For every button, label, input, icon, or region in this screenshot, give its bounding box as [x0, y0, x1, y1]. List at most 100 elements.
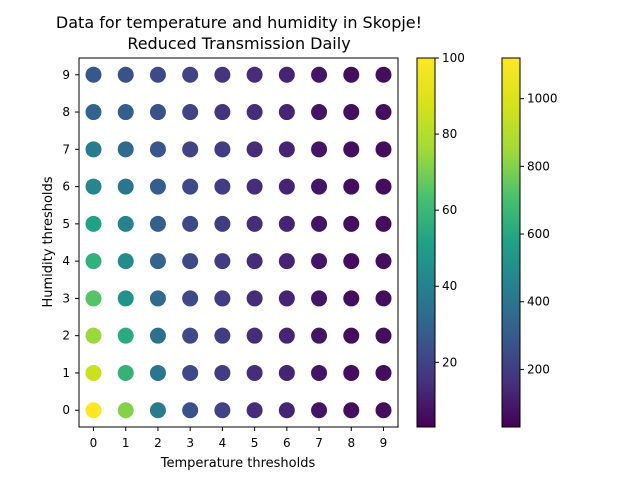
- colorbar-1-tick-label-1: 40: [442, 279, 457, 293]
- y-tick-label-1: 1: [62, 366, 70, 380]
- scatter-point-x2-y8: [149, 104, 166, 121]
- scatter-point-x8-y9: [343, 66, 360, 83]
- scatter-point-x8-y1: [343, 364, 360, 381]
- scatter-point-x5-y4: [246, 253, 263, 270]
- scatter-point-x7-y5: [311, 215, 328, 232]
- scatter-point-x6-y1: [278, 364, 295, 381]
- scatter-point-x4-y2: [214, 327, 231, 344]
- scatter-point-x6-y7: [278, 141, 295, 158]
- scatter-point-x7-y8: [311, 104, 328, 121]
- scatter-point-x9-y1: [375, 364, 392, 381]
- chart-title-line1: Data for temperature and humidity in Sko…: [56, 13, 422, 32]
- scatter-point-x4-y7: [214, 141, 231, 158]
- scatter-point-x3-y5: [182, 215, 199, 232]
- scatter-point-x6-y4: [278, 253, 295, 270]
- scatter-point-x8-y3: [343, 290, 360, 307]
- scatter-point-x9-y9: [375, 66, 392, 83]
- scatter-point-x6-y2: [278, 327, 295, 344]
- scatter-point-x0-y1: [85, 364, 102, 381]
- scatter-point-x7-y4: [311, 253, 328, 270]
- scatter-point-x2-y3: [149, 290, 166, 307]
- y-tick-label-3: 3: [62, 291, 70, 305]
- x-tick-label-8: 8: [347, 436, 355, 450]
- x-tick-label-3: 3: [186, 436, 194, 450]
- scatter-point-x3-y7: [182, 141, 199, 158]
- scatter-point-x8-y7: [343, 141, 360, 158]
- scatter-point-x0-y3: [85, 290, 102, 307]
- x-tick-label-9: 9: [380, 436, 388, 450]
- colorbar-1-tick-label-3: 80: [442, 127, 457, 141]
- scatter-point-x4-y8: [214, 104, 231, 121]
- y-tick-label-7: 7: [62, 142, 70, 156]
- scatter-point-x4-y4: [214, 253, 231, 270]
- scatter-point-x5-y8: [246, 104, 263, 121]
- scatter-point-x7-y3: [311, 290, 328, 307]
- scatter-point-x5-y1: [246, 364, 263, 381]
- scatter-point-x7-y2: [311, 327, 328, 344]
- scatter-point-x5-y7: [246, 141, 263, 158]
- colorbar-2-tick-label-0: 200: [527, 362, 550, 376]
- colorbar-2-tick-label-3: 800: [527, 159, 550, 173]
- y-tick-label-8: 8: [62, 105, 70, 119]
- scatter-point-x0-y0: [85, 402, 102, 419]
- scatter-point-x3-y9: [182, 66, 199, 83]
- scatter-point-x8-y0: [343, 402, 360, 419]
- scatter-point-x6-y0: [278, 402, 295, 419]
- scatter-point-x5-y2: [246, 327, 263, 344]
- scatter-point-x6-y9: [278, 66, 295, 83]
- scatter-point-x3-y3: [182, 290, 199, 307]
- colorbar-2: [501, 57, 521, 428]
- colorbar-1-ticks: 20 40 60 80 100: [435, 51, 465, 369]
- y-axis-ticks: 0 1 2 3 4 5 6 7 8 9: [62, 68, 79, 417]
- scatter-point-x1-y4: [117, 253, 134, 270]
- scatter-point-x5-y5: [246, 215, 263, 232]
- scatter-point-x4-y0: [214, 402, 231, 419]
- scatter-point-x6-y6: [278, 178, 295, 195]
- scatter-point-x7-y9: [311, 66, 328, 83]
- scatter-point-x3-y6: [182, 178, 199, 195]
- scatter-point-x9-y0: [375, 402, 392, 419]
- y-tick-label-6: 6: [62, 180, 70, 194]
- colorbar-1-tick-label-2: 60: [442, 203, 457, 217]
- scatter-point-x8-y2: [343, 327, 360, 344]
- scatter-point-x9-y2: [375, 327, 392, 344]
- y-tick-label-4: 4: [62, 254, 70, 268]
- scatter-point-x9-y3: [375, 290, 392, 307]
- scatter-point-x5-y0: [246, 402, 263, 419]
- scatter-point-x1-y7: [117, 141, 134, 158]
- y-tick-label-5: 5: [62, 217, 70, 231]
- scatter-point-x0-y5: [85, 215, 102, 232]
- x-axis-ticks: 0 1 2 3 4 5 6 7 8 9: [90, 427, 388, 450]
- scatter-point-x0-y7: [85, 141, 102, 158]
- scatter-point-x4-y1: [214, 364, 231, 381]
- scatter-point-x2-y7: [149, 141, 166, 158]
- scatter-point-x4-y5: [214, 215, 231, 232]
- scatter-point-x8-y8: [343, 104, 360, 121]
- scatter-point-x4-y9: [214, 66, 231, 83]
- scatter-point-x1-y6: [117, 178, 134, 195]
- scatter-point-x3-y2: [182, 327, 199, 344]
- scatter-point-x0-y6: [85, 178, 102, 195]
- scatter-point-x3-y4: [182, 253, 199, 270]
- scatter-point-x6-y5: [278, 215, 295, 232]
- scatter-point-x2-y0: [149, 402, 166, 419]
- scatter-point-x3-y1: [182, 364, 199, 381]
- scatter-point-x9-y6: [375, 178, 392, 195]
- colorbar-1-tick-label-0: 20: [442, 355, 457, 369]
- scatter-point-x6-y8: [278, 104, 295, 121]
- scatter-point-x0-y4: [85, 253, 102, 270]
- scatter-point-x5-y6: [246, 178, 263, 195]
- scatter-point-x1-y2: [117, 327, 134, 344]
- scatter-point-x0-y2: [85, 327, 102, 344]
- x-axis-label: Temperature thresholds: [160, 456, 316, 471]
- x-tick-label-5: 5: [251, 436, 259, 450]
- x-tick-label-2: 2: [154, 436, 162, 450]
- scatter-point-x1-y9: [117, 66, 134, 83]
- scatter-point-x7-y1: [311, 364, 328, 381]
- colorbar-1: [416, 57, 436, 428]
- y-tick-label-9: 9: [62, 68, 70, 82]
- scatter-point-x2-y2: [149, 327, 166, 344]
- scatter-point-x8-y4: [343, 253, 360, 270]
- scatter-point-x1-y5: [117, 215, 134, 232]
